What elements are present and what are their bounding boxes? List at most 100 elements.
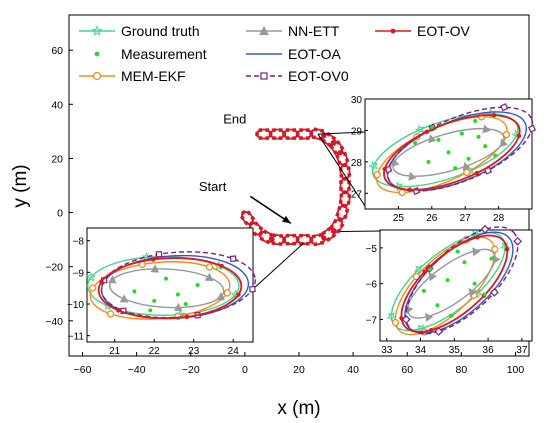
track-marker xyxy=(319,128,325,134)
star-marker xyxy=(86,271,97,282)
triangle-marker xyxy=(462,161,471,171)
ellipse-outline xyxy=(97,257,243,320)
triangle-marker xyxy=(472,247,481,257)
track-marker xyxy=(292,241,297,246)
measurement-point xyxy=(435,303,440,308)
track-marker xyxy=(279,234,284,239)
inset-top-right: 25 26 27 28 27 28 29 30 xyxy=(351,95,537,224)
legend-label: MEM-EKF xyxy=(121,68,186,84)
inset-x-tick-label: 21 xyxy=(109,346,121,357)
track-marker xyxy=(321,230,327,236)
trajectory-ellipses xyxy=(239,127,352,247)
track-marker xyxy=(259,236,265,242)
track-marker xyxy=(339,145,345,151)
x-tick-label: −40 xyxy=(128,364,146,376)
track-marker xyxy=(322,236,327,241)
track-marker xyxy=(265,128,270,132)
y-axis-label: y (m) xyxy=(10,164,31,207)
triangle-marker xyxy=(428,272,437,282)
track-marker xyxy=(272,128,276,132)
circle-marker xyxy=(223,289,231,297)
dot-marker xyxy=(184,314,190,320)
circle-marker xyxy=(106,310,115,318)
dot-marker xyxy=(504,247,510,252)
measurement-point xyxy=(429,125,434,130)
track-marker xyxy=(319,240,325,245)
legend-item: EOT-OV xyxy=(375,23,471,39)
dot-marker xyxy=(422,269,427,274)
track-marker xyxy=(325,236,331,242)
dot-marker xyxy=(407,187,412,192)
triangle-marker xyxy=(107,275,117,284)
inset-y-tick-label: 29 xyxy=(351,126,363,137)
track-marker xyxy=(331,232,337,238)
track-marker xyxy=(265,136,270,140)
square-marker xyxy=(513,236,523,246)
track-marker xyxy=(292,136,297,140)
circle-marker xyxy=(398,188,406,197)
legend-item: MEM-EKF xyxy=(79,68,186,84)
inset-y-tick-label: 30 xyxy=(351,95,363,106)
measurement-point xyxy=(175,292,180,297)
measurement-point xyxy=(426,159,431,164)
measurement-point xyxy=(489,256,494,261)
inset-frame xyxy=(86,227,254,343)
y-tick-label: −40 xyxy=(45,316,63,328)
track-marker xyxy=(306,128,310,132)
track-marker xyxy=(306,233,310,238)
track-marker xyxy=(285,241,290,246)
measurement-point xyxy=(483,144,488,149)
inset-x-tick-label: 22 xyxy=(149,346,161,357)
track-marker xyxy=(331,227,337,233)
x-tick-label: −20 xyxy=(182,364,200,376)
square-marker xyxy=(401,315,411,324)
square-marker xyxy=(155,250,163,258)
track-marker xyxy=(299,233,303,238)
track-marker xyxy=(311,234,316,239)
inset-ellipse-nn-ett xyxy=(404,247,501,322)
track-marker xyxy=(243,220,249,226)
circle-marker xyxy=(373,171,381,179)
inset-y-tick-label: −11 xyxy=(68,332,85,343)
track-marker xyxy=(335,154,340,159)
square-marker xyxy=(500,103,509,112)
legend-item: EOT-OA xyxy=(246,46,342,62)
track-marker xyxy=(332,218,338,224)
measurement-point xyxy=(445,278,450,283)
inset-y-tick-label: −8 xyxy=(73,237,85,248)
track-marker xyxy=(347,194,352,199)
y-tick-label: 20 xyxy=(51,153,63,165)
track-marker xyxy=(250,215,256,221)
trajectory-annotation: Start xyxy=(199,179,227,194)
inset-connector-line xyxy=(317,133,366,207)
ellipse-outline xyxy=(108,268,225,309)
legend-item: EOT-OV0 xyxy=(246,68,349,84)
track-marker xyxy=(306,241,310,246)
inset-connector-line xyxy=(339,230,383,233)
track-marker xyxy=(335,140,341,146)
track-marker xyxy=(299,128,303,132)
track-marker xyxy=(326,226,332,232)
inset-x-tick-label: 28 xyxy=(493,213,505,224)
track-marker xyxy=(342,203,347,209)
track-marker xyxy=(331,135,337,141)
measurement-point xyxy=(448,313,453,318)
inset-x-tick-label: 33 xyxy=(381,345,393,356)
trajectory-ellipse xyxy=(258,229,276,245)
dot-marker xyxy=(474,170,480,176)
inset-y-tick-label: −10 xyxy=(67,300,84,311)
track-marker xyxy=(271,241,276,246)
track-marker xyxy=(339,222,345,228)
inset-x-tick-label: 36 xyxy=(483,345,495,356)
track-marker xyxy=(325,131,331,137)
track-marker xyxy=(329,144,335,150)
track-marker xyxy=(337,160,342,166)
measurement-point xyxy=(421,288,426,293)
track-marker xyxy=(240,210,247,216)
inset-y-tick-label: −5 xyxy=(366,244,378,255)
inset-ellipse-nn-ett xyxy=(391,124,508,181)
track-marker xyxy=(295,237,300,242)
dot-marker xyxy=(390,28,396,34)
y-tick-label: 0 xyxy=(57,208,63,220)
track-marker xyxy=(313,127,318,132)
